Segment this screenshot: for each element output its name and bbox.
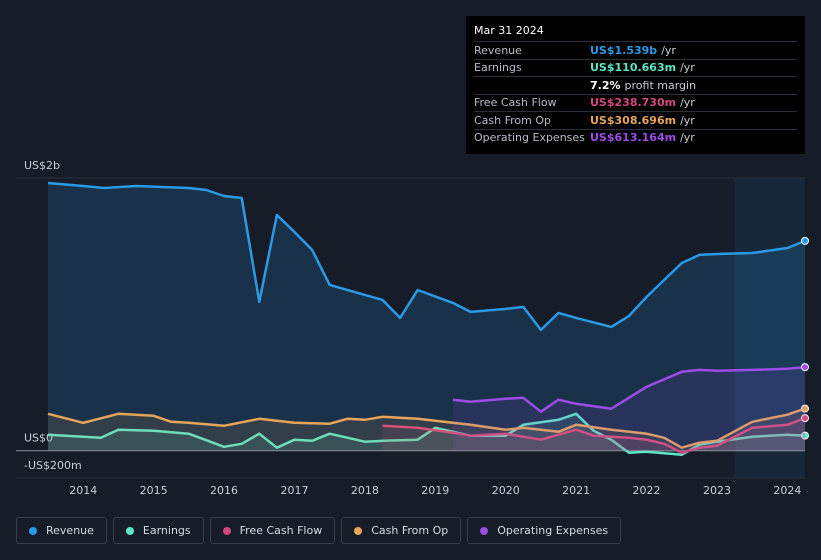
tooltip-value: US$110.663m <box>590 61 677 75</box>
tooltip-label: Earnings <box>474 61 522 75</box>
tooltip-row: Cash From Op US$308.696m/yr <box>474 111 797 129</box>
end-point <box>801 431 809 440</box>
x-tick-label: 2020 <box>492 484 520 497</box>
legend: Revenue Earnings Free Cash Flow Cash From O… <box>16 517 622 544</box>
series-area <box>452 367 805 451</box>
legend-item[interactable]: Earnings <box>112 517 204 544</box>
legend-label: Cash From Op <box>371 524 449 537</box>
tooltip-row: Free Cash Flow US$238.730m/yr <box>474 93 797 112</box>
legend-label: Revenue <box>46 524 94 537</box>
y-tick-label: US$0 <box>24 432 53 445</box>
tooltip-label: Revenue <box>474 43 522 57</box>
tooltip-unit: /yr <box>680 96 695 110</box>
legend-dot <box>222 526 231 535</box>
series-line <box>47 407 806 449</box>
tooltip-label: Cash From Op <box>474 113 552 127</box>
end-point <box>801 414 809 423</box>
x-tick-label: 2018 <box>351 484 379 497</box>
x-tick-label: 2024 <box>773 484 801 497</box>
legend-dot <box>125 526 134 535</box>
y-tick-label: -US$200m <box>24 459 82 472</box>
x-tick-label: 2017 <box>280 484 308 497</box>
legend-label: Earnings <box>142 524 191 537</box>
tooltip-label: Operating Expenses <box>474 131 585 145</box>
legend-item[interactable]: Free Cash Flow <box>209 517 336 544</box>
x-tick-label: 2023 <box>703 484 731 497</box>
tooltip-unit: /yr <box>661 43 676 57</box>
x-tick-label: 2014 <box>69 484 97 497</box>
tooltip-unit: /yr <box>680 61 695 75</box>
x-tick-label: 2016 <box>210 484 238 497</box>
tooltip-unit: /yr <box>680 131 695 145</box>
legend-label: Operating Expenses <box>497 524 609 537</box>
end-point <box>801 363 809 372</box>
x-tick-label: 2019 <box>421 484 449 497</box>
legend-dot <box>354 526 363 535</box>
series-area <box>382 418 805 453</box>
tooltip-value: US$613.164m <box>590 131 677 145</box>
tooltip-row: Revenue US$1.539b/yr <box>474 41 797 59</box>
tooltip-row: Earnings US$110.663m/yr <box>474 58 797 77</box>
x-tick-label: 2021 <box>562 484 590 497</box>
tooltip-row: 7.2% profit margin <box>474 76 797 94</box>
x-tick-label: 2022 <box>633 484 661 497</box>
tooltip-value: US$238.730m <box>590 96 677 110</box>
legend-label: Free Cash Flow <box>239 524 323 537</box>
tooltip-value: 7.2% <box>590 78 621 92</box>
legend-item[interactable]: Operating Expenses <box>467 517 622 544</box>
series-line <box>452 365 806 413</box>
tooltip-label: Free Cash Flow <box>474 96 557 110</box>
series-line <box>47 181 806 332</box>
series-area <box>48 408 805 451</box>
series-line <box>382 416 806 455</box>
end-point <box>801 236 809 245</box>
tooltip: Mar 31 2024 Revenue US$1.539b/yr Earnings US… <box>466 16 805 154</box>
highlight-region <box>734 178 805 478</box>
tooltip-row: Operating Expenses US$613.164m/yr <box>474 128 797 147</box>
tooltip-value: US$1.539b <box>590 43 658 57</box>
legend-item[interactable]: Revenue <box>16 517 107 544</box>
series-line <box>47 412 806 456</box>
series-area <box>48 183 805 451</box>
legend-item[interactable]: Cash From Op <box>341 517 462 544</box>
x-tick-label: 2015 <box>140 484 168 497</box>
end-point <box>801 404 809 413</box>
tooltip-unit: /yr <box>680 113 695 127</box>
tooltip-date: Mar 31 2024 <box>474 24 544 37</box>
y-tick-label: US$2b <box>24 159 60 172</box>
tooltip-value: US$308.696m <box>590 113 677 127</box>
legend-dot <box>480 526 489 535</box>
legend-dot <box>29 526 37 535</box>
tooltip-unit: profit margin <box>624 78 697 92</box>
